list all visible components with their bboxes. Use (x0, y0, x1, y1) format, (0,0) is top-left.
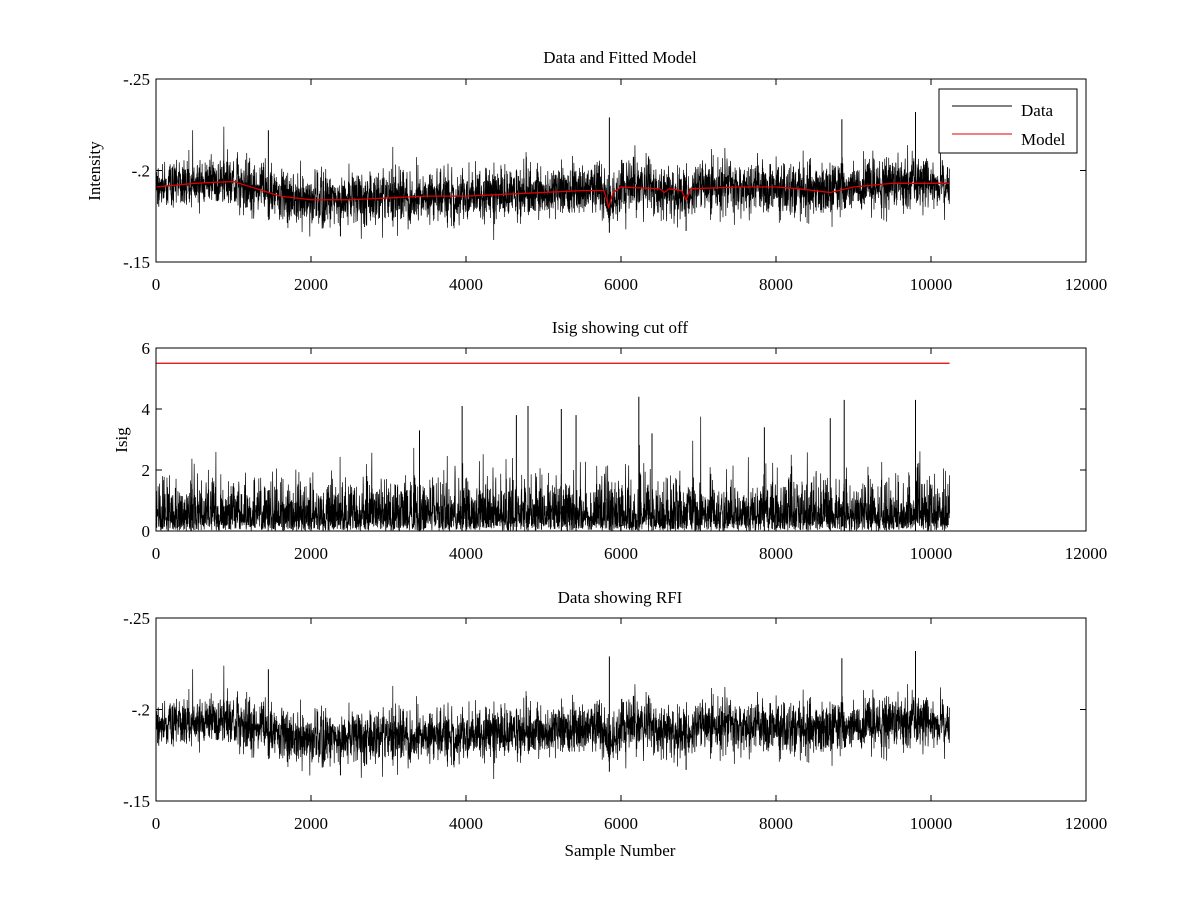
series-model-line (155, 180, 950, 210)
panel-3-title: Data showing RFI (558, 588, 683, 607)
panel-2: Isig showing cut off Isig 0 2000 4000 6000 8… (112, 318, 1107, 563)
legend-model-label: Model (1021, 130, 1066, 149)
panel-2-title: Isig showing cut off (552, 318, 688, 337)
x-tick-label: 2000 (294, 814, 328, 833)
panel-3: Data showing RFI 0 2000 4000 6000 8000 10000 1… (123, 588, 1107, 860)
y-tick-label: 2 (142, 461, 151, 480)
x-tick-label: 8000 (759, 544, 793, 563)
panel-1-ylabel: Intensity (85, 141, 104, 201)
y-tick-label: -.2 (132, 701, 150, 720)
x-tick-label: 8000 (759, 814, 793, 833)
x-tick-label: 12000 (1065, 275, 1108, 294)
legend-box (938, 88, 1078, 154)
panel-3-ticks: 0 2000 4000 6000 8000 10000 12000 -.15 -.2 -.25 (123, 609, 1107, 833)
legend: Data Model (938, 88, 1078, 154)
x-tick-label: 4000 (449, 544, 483, 563)
x-tick-label: 6000 (604, 275, 638, 294)
y-tick-label: 4 (142, 400, 151, 419)
y-tick-label: 6 (142, 339, 151, 358)
x-tick-label: 6000 (604, 814, 638, 833)
panel-2-ticks: 0 2000 4000 6000 8000 10000 12000 0 2 4 6 (142, 339, 1108, 563)
panel-1-title: Data and Fitted Model (543, 48, 697, 67)
legend-data-label: Data (1021, 101, 1054, 120)
x-tick-label: 6000 (604, 544, 638, 563)
x-tick-label: 10000 (910, 814, 953, 833)
series-data-noise (155, 665, 950, 780)
panel-3-plot (155, 650, 950, 780)
panel-2-plot (155, 362, 950, 532)
x-tick-label: 2000 (294, 275, 328, 294)
panel-1-ticks: 0 2000 4000 6000 8000 10000 12000 -.15 -.2 -.25 (123, 70, 1107, 294)
x-tick-label: 0 (152, 275, 161, 294)
y-tick-label: -.25 (123, 609, 150, 628)
panel-3-xlabel: Sample Number (565, 841, 676, 860)
y-tick-label: -.15 (123, 792, 150, 811)
x-tick-label: 10000 (910, 275, 953, 294)
x-tick-label: 0 (152, 814, 161, 833)
x-tick-label: 4000 (449, 275, 483, 294)
x-tick-label: 4000 (449, 814, 483, 833)
y-tick-label: 0 (142, 522, 151, 541)
x-tick-label: 12000 (1065, 544, 1108, 563)
series-isig-noise (155, 416, 950, 532)
panel-1-plot (155, 111, 950, 241)
y-tick-label: -.25 (123, 70, 150, 89)
x-tick-label: 10000 (910, 544, 953, 563)
panel-2-ylabel: Isig (112, 427, 131, 453)
panel-1: Data and Fitted Model Intensity 0 2000 400… (85, 48, 1107, 294)
y-tick-label: -.15 (123, 253, 150, 272)
x-tick-label: 12000 (1065, 814, 1108, 833)
series-data-noise (155, 126, 950, 241)
x-tick-label: 2000 (294, 544, 328, 563)
x-tick-label: 0 (152, 544, 161, 563)
y-tick-label: -.2 (132, 162, 150, 181)
x-tick-label: 8000 (759, 275, 793, 294)
